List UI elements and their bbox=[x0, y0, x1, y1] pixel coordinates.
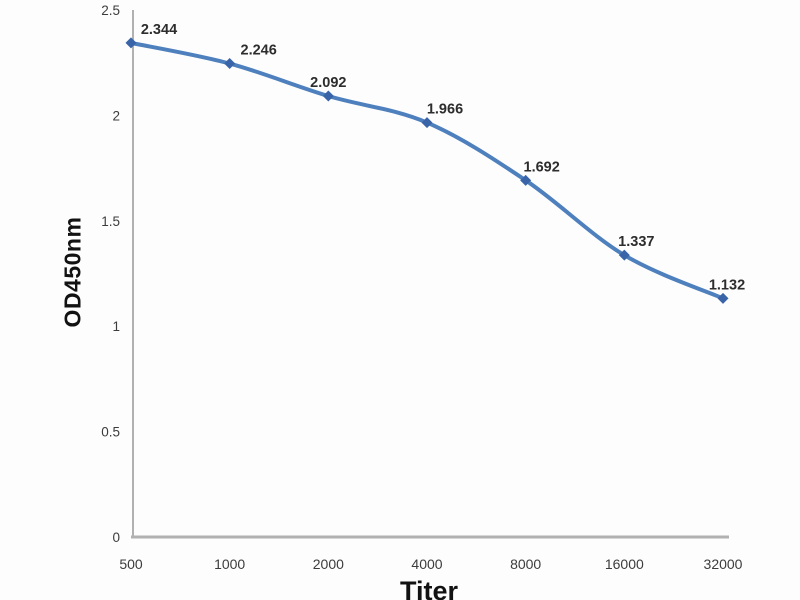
x-tick-label: 2000 bbox=[313, 556, 344, 572]
data-point-marker bbox=[717, 292, 729, 304]
y-tick-label: 1.5 bbox=[101, 214, 120, 229]
data-point-marker bbox=[618, 249, 630, 261]
data-point-marker bbox=[421, 117, 433, 129]
x-tick-label: 8000 bbox=[510, 556, 541, 572]
data-point-marker bbox=[520, 174, 532, 186]
x-tick-label: 4000 bbox=[411, 556, 442, 572]
y-tick-label: 0.5 bbox=[101, 425, 120, 440]
x-tick-label: 32000 bbox=[704, 556, 743, 572]
x-tick-label: 500 bbox=[119, 556, 143, 572]
data-point-marker bbox=[322, 90, 334, 102]
y-tick-label: 1 bbox=[112, 319, 120, 334]
y-tick-label: 2 bbox=[112, 108, 120, 123]
data-point-label: 1.966 bbox=[427, 102, 463, 118]
data-point-label: 2.344 bbox=[141, 22, 177, 38]
x-tick-label: 1000 bbox=[214, 556, 245, 572]
data-point-marker bbox=[125, 37, 137, 49]
data-point-label: 1.692 bbox=[524, 159, 560, 175]
data-point-marker bbox=[224, 58, 236, 70]
data-point-label: 1.132 bbox=[709, 277, 745, 293]
x-axis-title: Titer bbox=[399, 576, 459, 600]
series-line bbox=[129, 40, 725, 301]
data-point-label: 1.337 bbox=[618, 234, 654, 250]
y-axis-title: OD450nm bbox=[59, 216, 86, 328]
data-point-label: 2.092 bbox=[310, 75, 346, 91]
y-tick-label: 0 bbox=[112, 530, 120, 545]
y-tick-label: 2.5 bbox=[101, 3, 120, 18]
data-point-label: 2.246 bbox=[241, 43, 277, 59]
x-tick-label: 16000 bbox=[605, 556, 644, 572]
